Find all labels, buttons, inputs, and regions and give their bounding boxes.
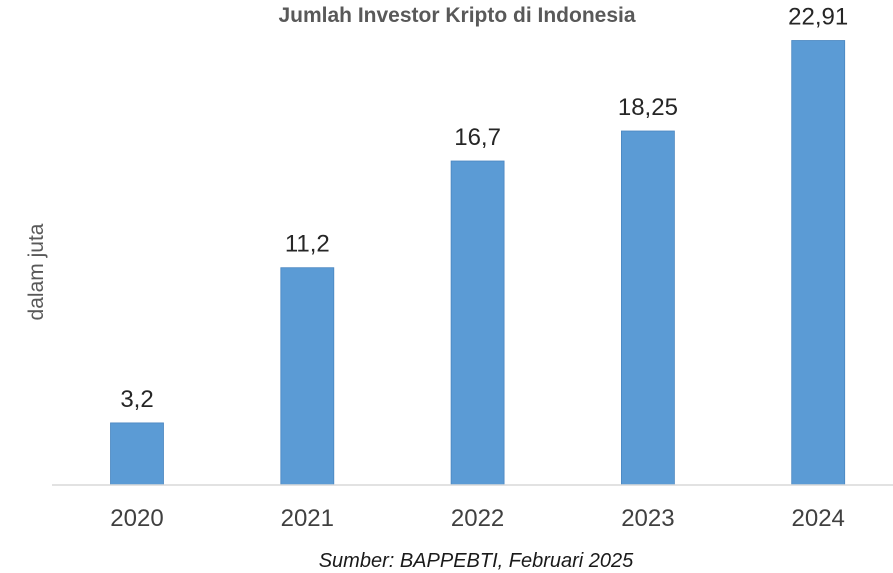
bars-group: 3,2 11,2 16,7 18,25 22,91 bbox=[110, 4, 848, 486]
x-tick-2023: 2023 bbox=[621, 505, 674, 532]
data-label-2023: 18,25 bbox=[618, 94, 678, 121]
x-tick-2022: 2022 bbox=[451, 505, 504, 532]
chart-title: Jumlah Investor Kripto di Indonesia bbox=[278, 4, 635, 27]
data-label-2024: 22,91 bbox=[788, 4, 848, 31]
bar-2024 bbox=[791, 40, 846, 486]
bar-2023 bbox=[621, 130, 675, 486]
source-note: Sumber: BAPPEBTI, Februari 2025 bbox=[319, 550, 634, 572]
data-label-2021: 11,2 bbox=[285, 231, 330, 258]
data-label-2020: 3,2 bbox=[120, 386, 153, 413]
data-label-2022: 16,7 bbox=[454, 124, 501, 151]
x-tick-labels: 2020 2021 2022 2023 2024 bbox=[110, 505, 845, 532]
y-axis-label: dalam juta bbox=[25, 223, 48, 320]
bar-2021 bbox=[280, 267, 335, 486]
bar-2022 bbox=[450, 160, 505, 486]
x-tick-2020: 2020 bbox=[110, 505, 163, 532]
bar-2020 bbox=[110, 422, 164, 486]
x-tick-2021: 2021 bbox=[281, 505, 334, 532]
x-tick-2024: 2024 bbox=[792, 505, 845, 532]
